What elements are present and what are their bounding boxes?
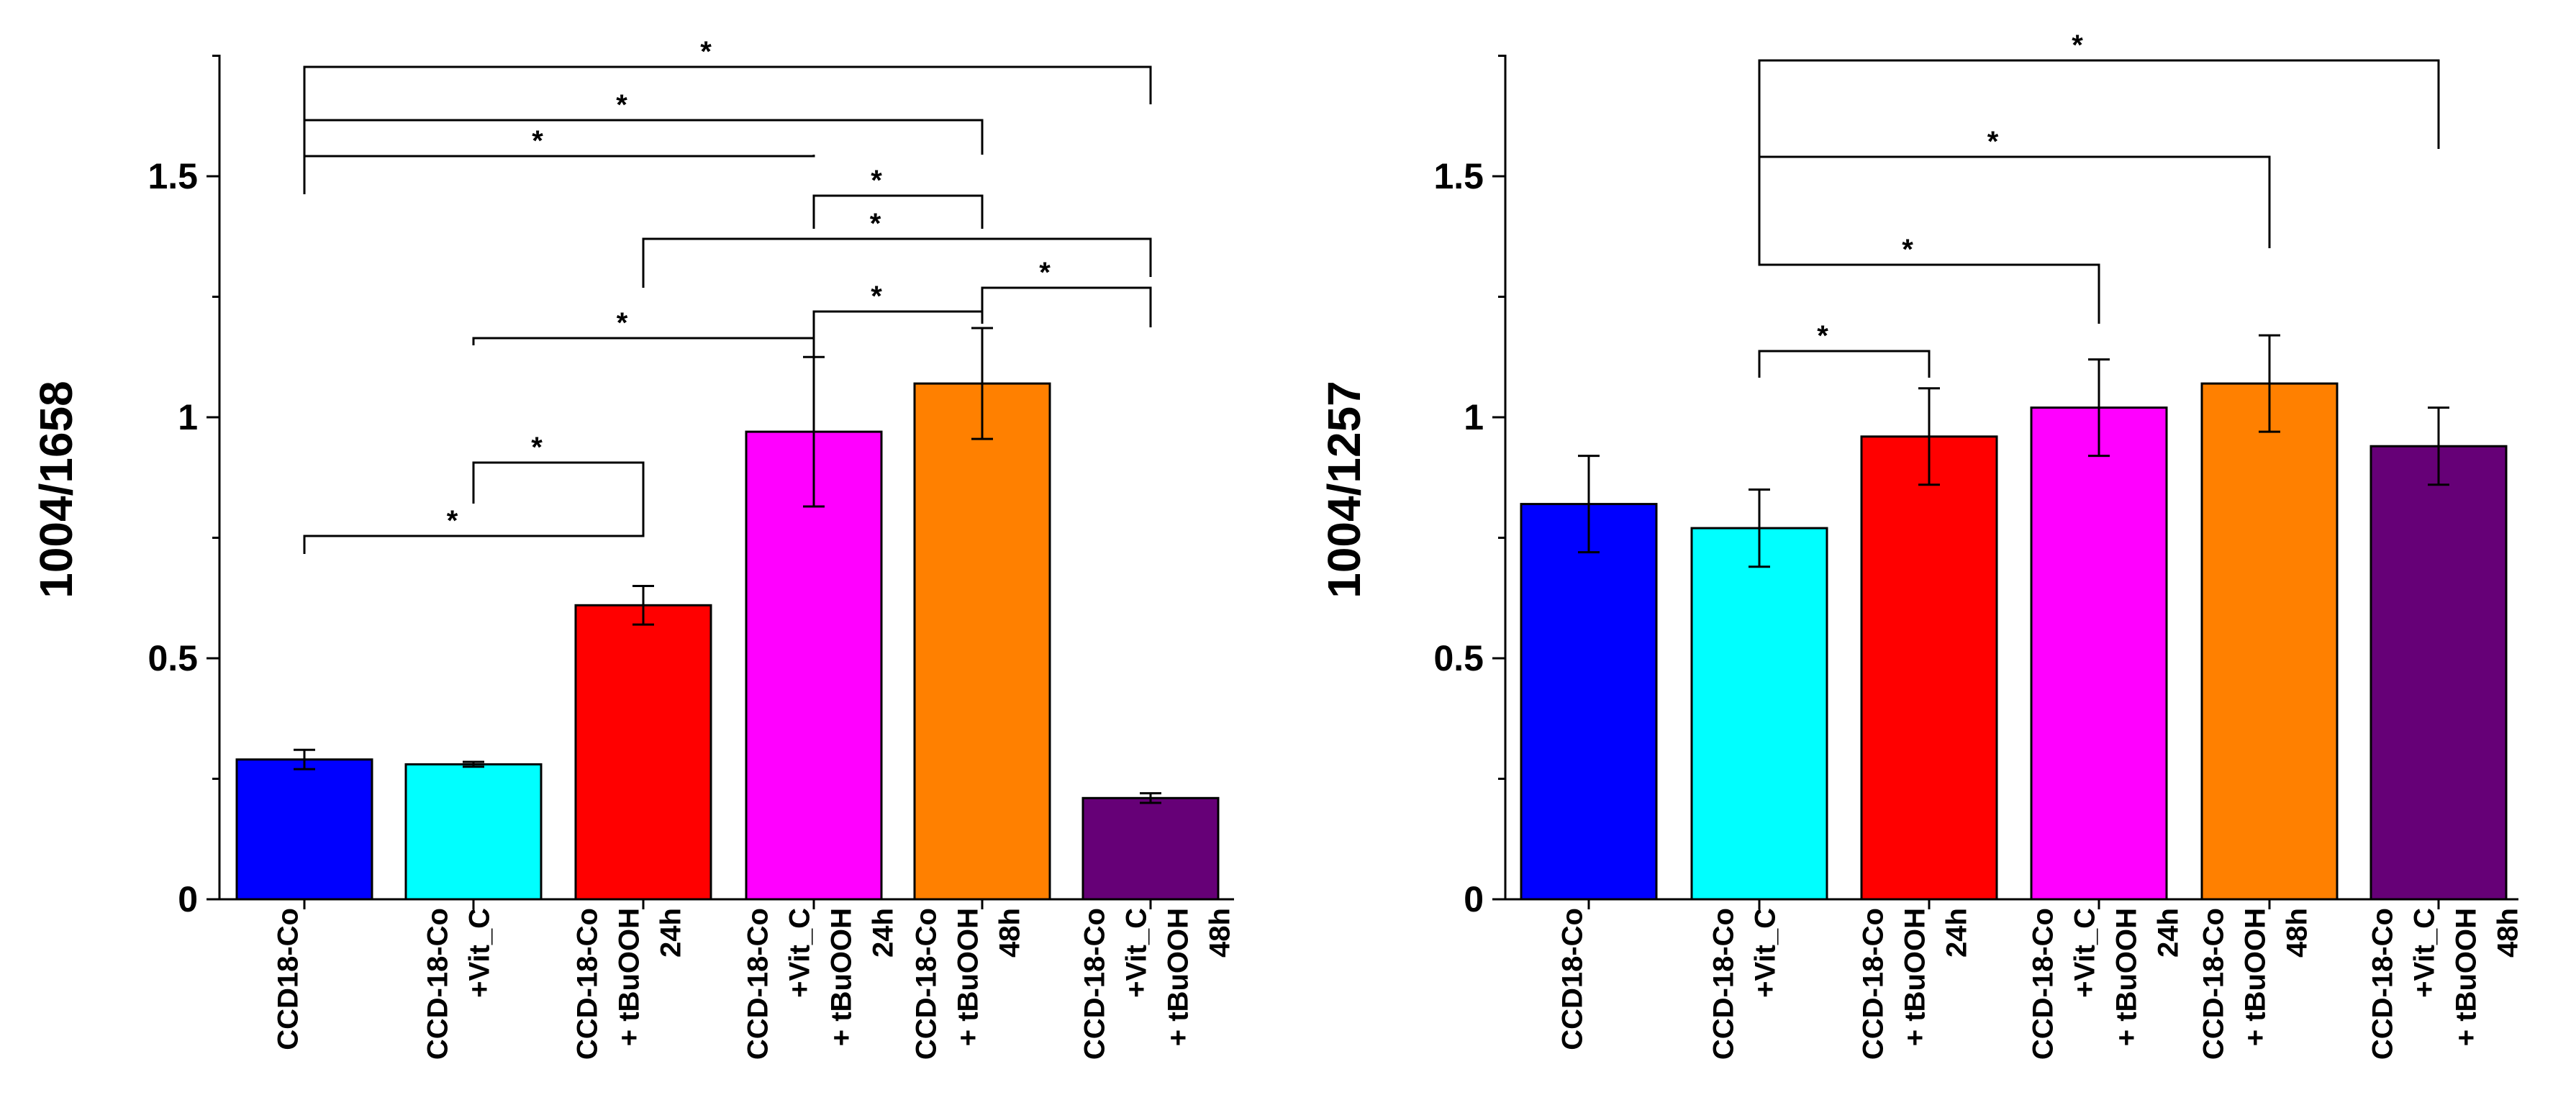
x-category-label: CCD18-Co — [1557, 908, 1589, 1050]
significance-star: * — [617, 307, 628, 339]
y-axis-title: 1004/1257 — [1318, 381, 1370, 599]
x-category-label: 48h — [994, 908, 1026, 958]
significance-bracket — [303, 65, 1152, 194]
x-category-label: CCD-18-Co — [1858, 908, 1890, 1060]
x-category-label: CCD-18-Co — [422, 908, 454, 1060]
y-tick-label: 0 — [178, 879, 198, 919]
y-tick-label: 0.5 — [1433, 638, 1484, 678]
significance-star: * — [532, 125, 543, 157]
x-category-label: CCD-18-Co — [2198, 908, 2230, 1060]
x-category-label: +Vit_C — [1750, 908, 1782, 998]
x-category-label: CCD-18-Co — [1079, 908, 1111, 1060]
x-category-label: CCD-18-Co — [743, 908, 774, 1060]
chart-panel-2: 0 0.5 1 1.5 1004/1257 CCD18-Co CCD-18-Co +Vit_C… — [1318, 29, 2524, 1060]
significance-bracket — [642, 237, 1152, 288]
bar-3 — [1860, 435, 1998, 901]
significance-star: * — [1987, 126, 1999, 158]
x-category-label: + tBuOOH — [826, 908, 858, 1046]
bar-1 — [1520, 503, 1658, 901]
x-category-label: CCD-18-Co — [911, 908, 943, 1060]
x-category-label: +Vit_C — [464, 908, 496, 998]
significance-star: * — [447, 505, 458, 537]
x-category-label: +Vit_C — [784, 908, 816, 998]
bar-5 — [2200, 382, 2339, 901]
significance-star: * — [871, 281, 882, 312]
x-category-label: CCD18-Co — [273, 908, 304, 1050]
significance-bracket — [303, 496, 645, 554]
significance-star: * — [700, 36, 712, 68]
significance-bracket — [1758, 59, 2440, 248]
significance-star: * — [871, 165, 882, 196]
x-category-label: CCD-18-Co — [2028, 908, 2059, 1060]
x-category-label: + tBuOOH — [2240, 908, 2272, 1046]
x-category-label: 24h — [868, 908, 899, 958]
x-category-label: 24h — [2153, 908, 2185, 958]
significance-star: * — [531, 432, 543, 463]
chart-panel-1: 0 0.5 1 1.5 1004/1658 CCD18-Co CCD-18-Co +Vit_C… — [30, 36, 1236, 1060]
x-category-label: + tBuOOH — [1163, 908, 1194, 1046]
x-category-label: +Vit_C — [2409, 908, 2441, 998]
significance-bracket — [472, 461, 645, 504]
significance-star: * — [870, 208, 881, 240]
x-category-label: + tBuOOH — [953, 908, 984, 1046]
bar-3 — [574, 604, 712, 901]
x-category-label: + tBuOOH — [2111, 908, 2143, 1046]
x-category-label: 48h — [1205, 908, 1236, 958]
y-tick-label: 1 — [178, 397, 198, 437]
bar-6 — [1081, 796, 1220, 901]
bar-2 — [1690, 527, 1828, 901]
significance-star: * — [1039, 257, 1051, 288]
significance-bracket — [812, 302, 984, 345]
significance-star: * — [1902, 234, 1913, 265]
y-tick-label: 0 — [1464, 879, 1484, 919]
x-category-label: CCD-18-Co — [572, 908, 604, 1060]
x-category-label: CCD-18-Co — [1708, 908, 1740, 1060]
significance-bracket — [1758, 155, 2271, 248]
bar-5 — [913, 382, 1051, 901]
x-category-label: + tBuOOH — [1900, 908, 1931, 1046]
x-category-label: + tBuOOH — [2451, 908, 2482, 1046]
bar-1 — [235, 758, 373, 901]
x-category-label: 48h — [2493, 908, 2524, 958]
x-category-label: 48h — [2282, 908, 2313, 958]
significance-bracket — [303, 155, 815, 194]
significance-star: * — [616, 89, 627, 121]
significance-star: * — [2072, 29, 2083, 61]
x-category-label: 24h — [1941, 908, 1973, 958]
x-category-label: + tBuOOH — [614, 908, 645, 1046]
significance-bracket — [981, 286, 1152, 327]
significance-bracket — [812, 194, 984, 229]
significance-bracket — [472, 337, 815, 356]
y-axis-title: 1004/1658 — [30, 381, 82, 599]
bar-6 — [2369, 445, 2508, 901]
y-tick-label: 1.5 — [1433, 156, 1484, 196]
y-tick-label: 0.5 — [148, 638, 198, 678]
x-category-label: +Vit_C — [2069, 908, 2101, 998]
significance-bracket — [1758, 350, 1931, 378]
y-tick-label: 1 — [1464, 397, 1484, 437]
y-tick-label: 1.5 — [148, 156, 198, 196]
bar-2 — [404, 763, 543, 901]
significance-star: * — [1817, 320, 1828, 352]
x-category-label: CCD-18-Co — [2367, 908, 2399, 1060]
x-category-label: +Vit_C — [1121, 908, 1153, 998]
x-category-label: 24h — [656, 908, 687, 958]
significance-bracket — [1758, 248, 2100, 324]
bar-4 — [2030, 406, 2168, 901]
